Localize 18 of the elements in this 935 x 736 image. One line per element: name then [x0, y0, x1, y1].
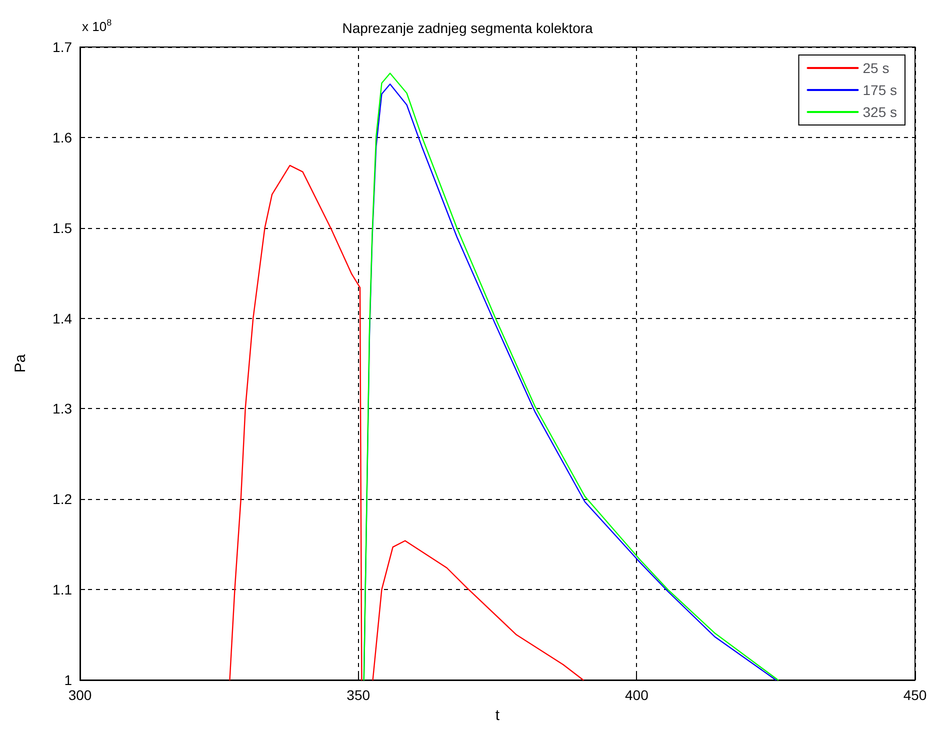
y-tick-label: 1.3 [52, 400, 72, 417]
chart-title: Naprezanje zadnjeg segmenta kolektora [342, 20, 594, 36]
y-tick-label: 1.5 [52, 220, 72, 236]
y-tick-label: 1 [64, 672, 72, 688]
legend-label: 325 s [862, 104, 897, 120]
x-tick-label: 300 [68, 687, 92, 703]
x-tick-label: 350 [346, 687, 370, 703]
y-tick-label: 1.2 [52, 491, 72, 508]
y-tick-label: 1.1 [52, 582, 72, 598]
legend-label: 25 s [862, 60, 890, 76]
y-tick-label: 1.4 [52, 310, 72, 326]
y-axis-title: Pa [12, 354, 29, 373]
y-tick-label: 1.7 [52, 39, 72, 55]
x-tick-label: 450 [903, 687, 927, 703]
x-axis-title: t [495, 707, 500, 724]
legend-label: 175 s [862, 82, 897, 98]
x-tick-label: 400 [624, 687, 649, 703]
y-tick-label: 1.6 [52, 129, 72, 146]
